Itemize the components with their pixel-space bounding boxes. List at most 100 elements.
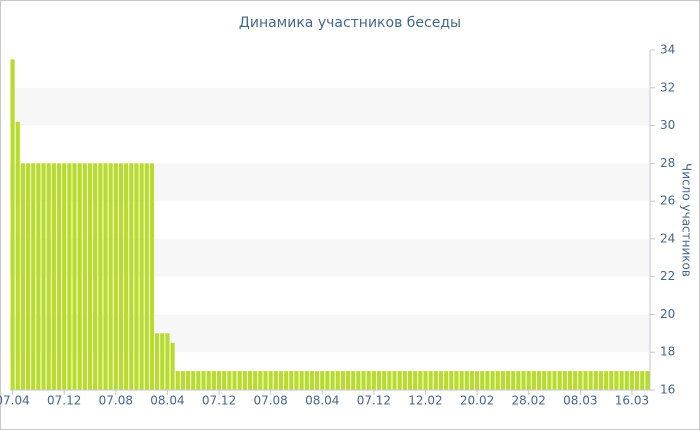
bar [62,163,67,390]
x-tick-label: 08.03 [563,394,597,408]
bar [294,371,299,390]
bar [542,371,547,390]
bar [51,163,56,390]
bar [320,371,325,390]
bar [490,371,495,390]
bar [604,371,609,390]
y-tick-label: 26 [660,194,675,208]
bar [593,371,598,390]
bar [454,371,459,390]
bar [356,371,361,390]
bar [216,371,222,390]
bar [160,333,165,390]
bar [345,371,351,390]
bar [531,371,536,390]
bar [273,371,278,390]
bar [578,371,583,390]
bar [155,333,160,390]
bar [495,371,500,390]
bar [113,163,118,390]
bar [423,371,428,390]
bar [397,371,402,390]
bar [505,371,511,390]
bar [624,371,629,390]
bar [232,371,237,390]
bar [449,371,454,390]
bar [191,371,196,390]
bar [475,371,480,390]
bar [413,371,418,390]
y-tick-label: 32 [660,80,675,94]
bar [614,371,619,390]
x-tick-label: 07.12 [47,394,81,408]
bar [175,371,180,390]
bar [547,371,552,390]
bar [640,371,645,390]
bar [407,371,413,390]
bar [598,371,604,390]
x-tick-label: 12.02 [408,394,442,408]
y-tick-label: 16 [660,383,675,397]
bar [444,371,449,390]
y-tick-label: 24 [660,231,675,245]
bar [284,371,289,390]
bar [500,371,505,390]
bar [438,371,444,390]
bar [366,371,371,390]
bar [433,371,438,390]
bar [552,371,557,390]
bar [149,163,155,390]
bar [480,371,485,390]
bar [573,371,578,390]
bar [526,371,531,390]
bar [361,371,366,390]
bar [289,371,294,390]
x-tick-label: 07.08 [253,394,287,408]
bar [567,371,573,390]
bar [77,163,82,390]
bar [645,371,650,390]
y-tick-label: 20 [660,307,675,321]
bar [15,121,20,391]
bar [67,163,72,390]
bar [418,371,423,390]
bar [340,371,345,390]
bar [315,371,320,390]
x-tick-label: 16.03 [615,394,649,408]
y-tick-label: 34 [660,43,675,57]
bar [299,371,304,390]
bar [325,371,330,390]
bar [144,163,149,390]
bar [464,371,469,390]
bar [278,371,284,390]
bar [516,371,521,390]
bar [635,371,640,390]
bar [206,371,211,390]
bar [118,163,124,390]
y-tick-label: 28 [660,156,675,170]
bar [304,371,309,390]
bar [165,333,170,390]
bar [25,163,31,390]
bar [222,371,227,390]
y-tick-label: 22 [660,269,675,283]
bar [82,163,87,390]
x-tick-label: 08.04 [150,394,184,408]
grid-band [10,87,650,126]
bar [382,371,387,390]
bar [46,163,51,390]
bar [371,371,376,390]
bar [56,163,62,390]
bar [237,371,242,390]
bar [36,163,41,390]
bar [485,371,490,390]
bar [557,371,562,390]
bar [41,163,46,390]
bar [263,371,268,390]
bar [247,371,253,390]
bar [227,371,232,390]
bar [268,371,273,390]
x-tick-label: 20.02 [460,394,494,408]
bar [72,163,77,390]
